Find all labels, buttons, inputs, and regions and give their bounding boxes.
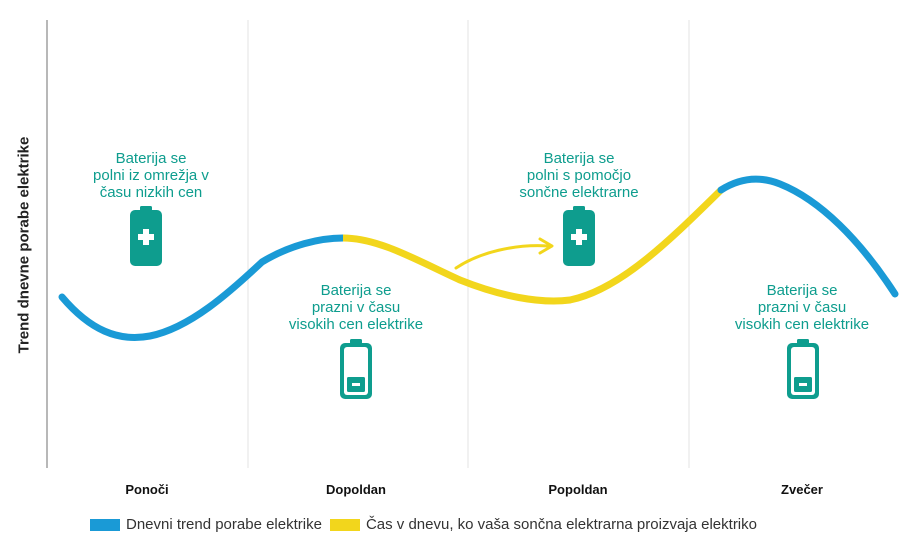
note-line: prazni v času bbox=[757, 299, 847, 316]
period-label-afternoon: Popoldan bbox=[548, 482, 608, 497]
arrow-head bbox=[538, 237, 554, 255]
legend: Dnevni trend porabe elektrike Čas v dnev… bbox=[90, 516, 765, 533]
note-line: polni iz omrežja v bbox=[93, 167, 209, 184]
note-line: prazni v času bbox=[311, 299, 401, 316]
note-line: polni s pomočjo bbox=[526, 167, 632, 184]
period-label-night: Ponoči bbox=[125, 482, 169, 497]
note-line: sončne elektrarne bbox=[519, 184, 639, 201]
note-line: Baterija se bbox=[766, 282, 838, 299]
consumption-curve-blue-end bbox=[717, 175, 899, 298]
note-afternoon-solar-charging: Baterija se polni s pomočjo sončne elekt… bbox=[504, 150, 654, 201]
note-line: visokih cen elektrike bbox=[288, 316, 424, 333]
note-line: Baterija se bbox=[320, 282, 392, 299]
battery-charging-icon bbox=[563, 206, 595, 266]
solar-curve-yellow bbox=[342, 187, 724, 305]
period-label-morning: Dopoldan bbox=[326, 482, 386, 497]
battery-empty-icon bbox=[787, 339, 819, 399]
consumption-curve-blue-start bbox=[58, 234, 347, 341]
note-line: času nizkih cen bbox=[99, 184, 203, 201]
battery-empty-icon bbox=[340, 339, 372, 399]
legend-label-consumption: Dnevni trend porabe elektrike bbox=[126, 516, 322, 533]
note-line: visokih cen elektrike bbox=[734, 316, 870, 333]
battery-charging-icon bbox=[130, 206, 162, 266]
legend-swatch-solar bbox=[329, 518, 360, 531]
arrow-icon bbox=[454, 244, 550, 270]
note-evening-discharging: Baterija se prazni v času visokih cen el… bbox=[722, 282, 882, 333]
note-night-charging: Baterija se polni iz omrežja v času nizk… bbox=[76, 150, 226, 201]
note-line: Baterija se bbox=[115, 150, 187, 167]
period-label-evening: Zvečer bbox=[781, 482, 823, 497]
note-morning-discharging: Baterija se prazni v času visokih cen el… bbox=[276, 282, 436, 333]
legend-swatch-consumption bbox=[90, 518, 120, 531]
note-line: Baterija se bbox=[543, 150, 615, 167]
legend-label-solar: Čas v dnevu, ko vaša sončna elektrarna p… bbox=[365, 516, 757, 533]
